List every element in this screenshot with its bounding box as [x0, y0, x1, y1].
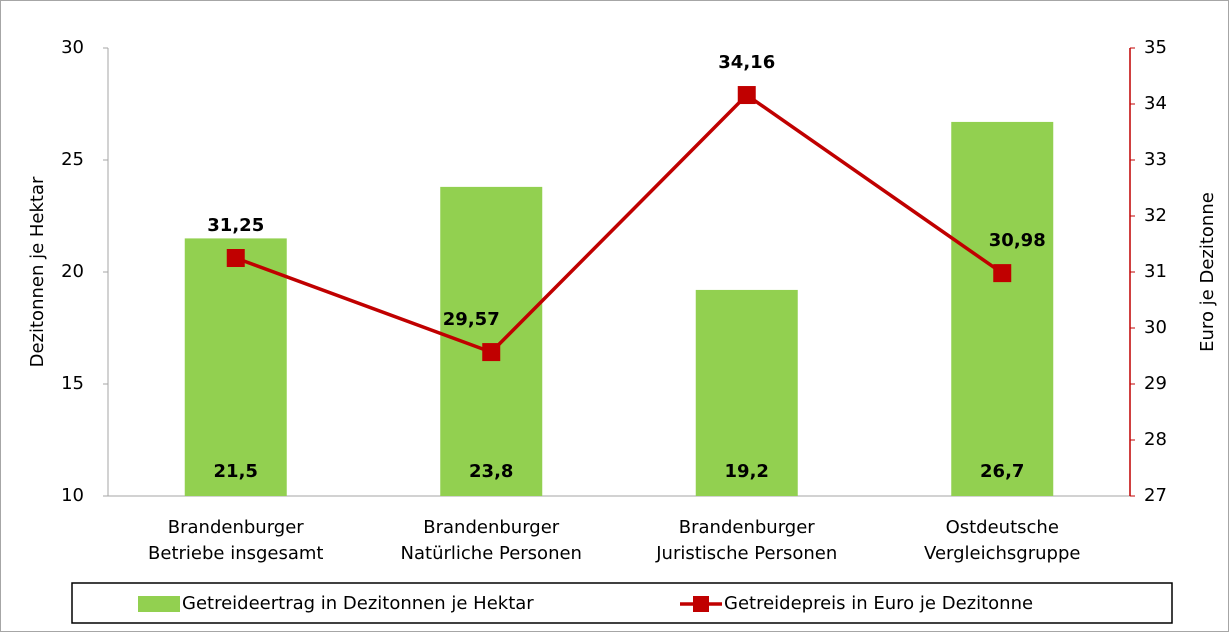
- y-tick-label: 30: [61, 37, 84, 58]
- bar-value-label: 19,2: [725, 461, 769, 482]
- y2-tick-label: 29: [1144, 373, 1167, 394]
- y2-tick-label: 33: [1144, 149, 1167, 170]
- y-tick-label: 25: [61, 149, 84, 170]
- bar-value-label: 21,5: [214, 461, 258, 482]
- line-value-label: 34,16: [718, 52, 775, 73]
- x-tick-label: Brandenburger: [679, 517, 816, 538]
- y-tick-label: 15: [61, 373, 84, 394]
- legend-box: [71, 582, 1173, 624]
- line-value-label: 29,57: [443, 309, 500, 330]
- bar: [695, 289, 798, 496]
- x-tick-label: Brandenburger: [168, 517, 305, 538]
- legend-swatch: [138, 596, 180, 612]
- y2-tick-label: 34: [1144, 93, 1167, 114]
- line-marker: [482, 343, 501, 362]
- line: [235, 92, 1004, 355]
- bar: [440, 186, 543, 496]
- y-axis-title: Dezitonnen je Hektar: [27, 176, 48, 367]
- bar-value-label: 23,8: [469, 461, 513, 482]
- x-tick-label: Brandenburger: [423, 517, 560, 538]
- y2-tick-label: 27: [1144, 485, 1167, 506]
- legend-label: Getreidepreis in Euro je Dezitonne: [724, 593, 1033, 614]
- line-marker: [226, 249, 245, 267]
- x-tick-label: Ostdeutsche: [946, 517, 1059, 538]
- line-value-label: 30,98: [989, 230, 1046, 251]
- x-tick-label: Juristische Personen: [655, 543, 837, 564]
- y2-tick-label: 31: [1144, 261, 1167, 282]
- y-tick-label: 20: [61, 261, 84, 282]
- y2-tick-label: 30: [1144, 317, 1167, 338]
- y2-axis-title: Euro je Dezitonne: [1197, 192, 1218, 352]
- bar: [951, 121, 1054, 497]
- y2-tick-label: 35: [1144, 37, 1167, 58]
- line-marker: [737, 86, 756, 105]
- line-marker: [993, 264, 1012, 283]
- y2-tick-label: 32: [1144, 205, 1167, 226]
- bar: [184, 238, 287, 496]
- legend-label: Getreideertrag in Dezitonnen je Hektar: [182, 593, 534, 614]
- line-value-label: 31,25: [207, 215, 264, 236]
- y2-tick-label: 28: [1144, 429, 1167, 450]
- y-tick-label: 10: [61, 485, 84, 506]
- legend-marker: [693, 596, 709, 612]
- x-tick-label: Betriebe insgesamt: [148, 543, 323, 564]
- bar-value-label: 26,7: [980, 461, 1024, 482]
- x-tick-label: Natürliche Personen: [401, 543, 582, 564]
- x-tick-label: Vergleichsgruppe: [924, 543, 1080, 564]
